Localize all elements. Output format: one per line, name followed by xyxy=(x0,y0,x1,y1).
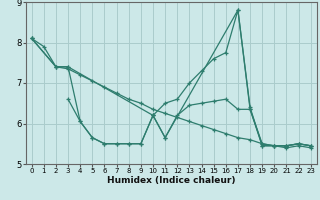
X-axis label: Humidex (Indice chaleur): Humidex (Indice chaleur) xyxy=(107,176,236,185)
